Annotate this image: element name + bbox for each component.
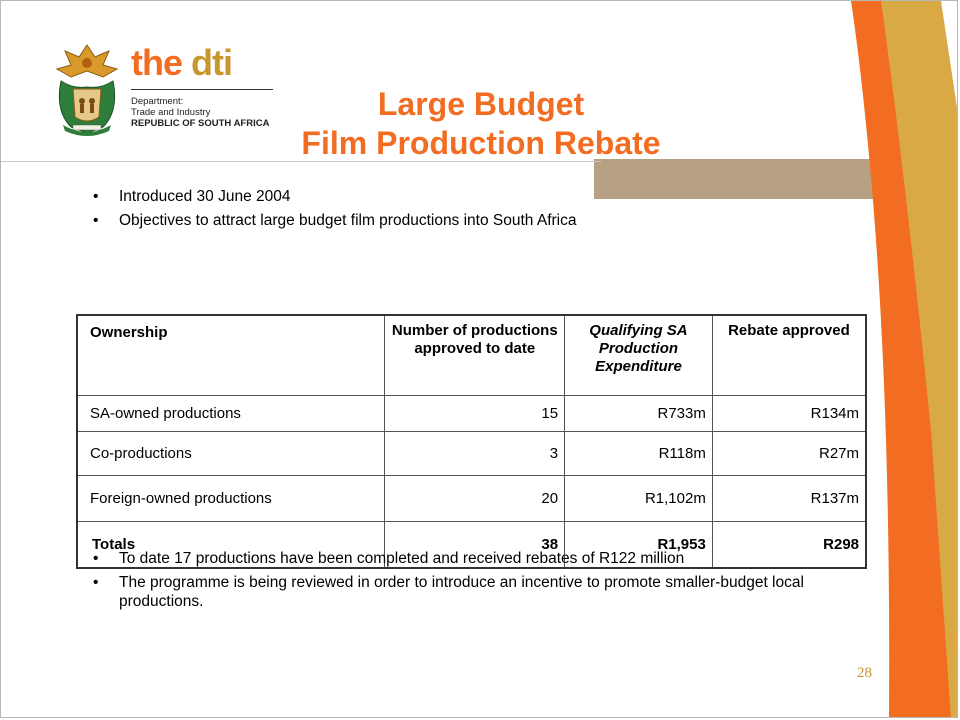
cell-expenditure: R733m: [564, 394, 713, 432]
header-expenditure: Qualifying SA Production Expenditure: [564, 314, 713, 396]
cell-ownership: Foreign-owned productions: [76, 474, 386, 522]
brand-wordmark: the dti: [131, 42, 233, 83]
brand-divider: [131, 89, 273, 90]
table-row: SA-owned productions 15 R733m R134m: [76, 394, 867, 432]
bullet-item: The programme is being reviewed in order…: [93, 573, 813, 611]
bottom-bullet-list: To date 17 productions have been complet…: [93, 549, 813, 616]
cell-expenditure: R1,102m: [564, 474, 713, 522]
brand-dti: dti: [191, 42, 233, 83]
brand-subtitle: Department: Trade and Industry REPUBLIC …: [131, 96, 269, 129]
cell-rebate: R134m: [711, 394, 867, 432]
tan-band: [594, 159, 941, 199]
cell-rebate: R27m: [711, 430, 867, 476]
bullet-item: Objectives to attract large budget film …: [93, 211, 577, 230]
rebate-table: Ownership Number of productions approved…: [76, 314, 867, 569]
cell-productions: 20: [384, 474, 566, 522]
bullet-item: To date 17 productions have been complet…: [93, 549, 813, 568]
title-line-2: Film Production Rebate: [301, 125, 661, 161]
header-divider: [1, 161, 601, 162]
slide-title: Large Budget Film Production Rebate: [241, 85, 721, 163]
top-bullet-list: Introduced 30 June 2004 Objectives to at…: [93, 187, 577, 235]
header-productions: Number of productions approved to date: [384, 314, 566, 396]
cell-productions: 3: [384, 430, 566, 476]
header-rebate: Rebate approved: [711, 314, 867, 396]
brand-sub-republic: REPUBLIC OF SOUTH AFRICA: [131, 118, 270, 129]
cell-ownership: SA-owned productions: [76, 394, 386, 432]
table-row: Co-productions 3 R118m R27m: [76, 430, 867, 476]
title-line-1: Large Budget: [377, 86, 585, 122]
cell-ownership: Co-productions: [76, 430, 386, 476]
dti-logo: the dti Department: Trade and Industry R…: [51, 41, 291, 141]
header-ownership: Ownership: [76, 314, 386, 396]
cell-rebate: R137m: [711, 474, 867, 522]
brand-sub-trade: Trade and Industry: [131, 107, 211, 118]
brand-the: the: [131, 42, 183, 83]
table-header-row: Ownership Number of productions approved…: [76, 314, 867, 396]
orange-swoosh: [851, 1, 951, 717]
bullet-item: Introduced 30 June 2004: [93, 187, 577, 206]
brand-sub-department: Department:: [131, 96, 184, 107]
table-row: Foreign-owned productions 20 R1,102m R13…: [76, 474, 867, 522]
coat-of-arms-icon: [55, 44, 119, 136]
cell-expenditure: R118m: [564, 430, 713, 476]
cell-productions: 15: [384, 394, 566, 432]
page-number: 28: [857, 665, 872, 681]
